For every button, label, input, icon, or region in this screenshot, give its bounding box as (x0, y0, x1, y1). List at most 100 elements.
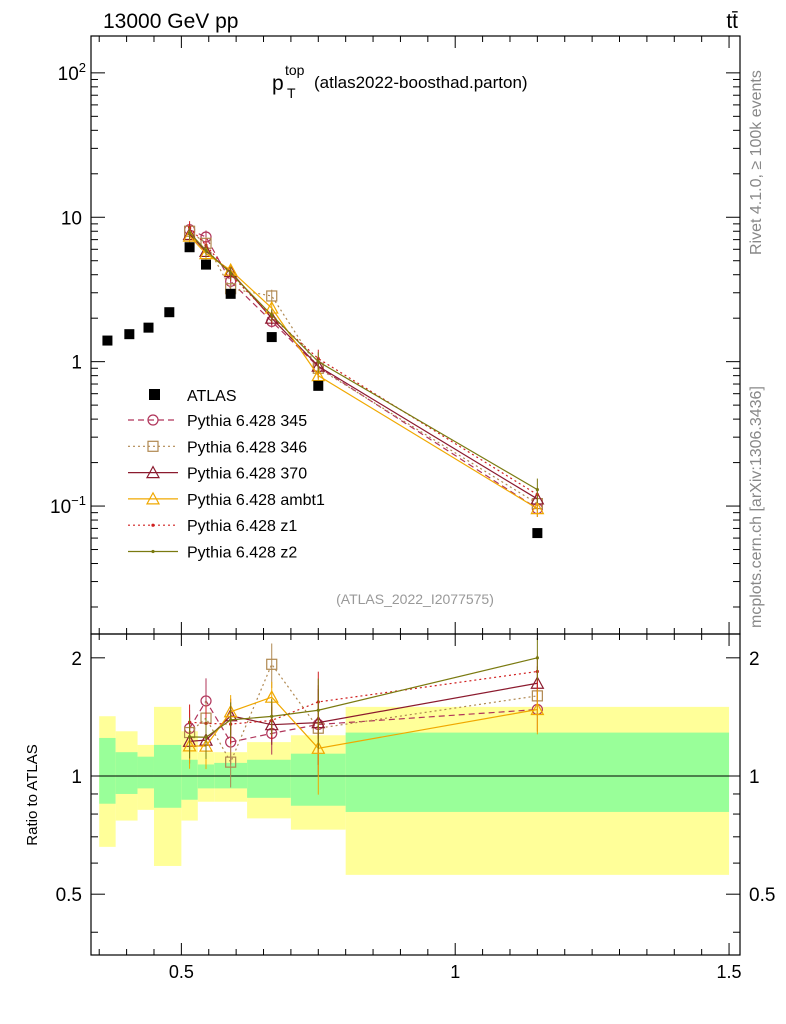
y-tick-base: 10 (58, 64, 79, 85)
y-tick-exp: −1 (71, 493, 86, 508)
title-main: p (272, 72, 284, 95)
ratio-point (270, 714, 274, 718)
band-inner (345, 732, 730, 812)
ratio-line (189, 657, 538, 738)
legend-label: Pythia 6.428 346 (187, 439, 307, 456)
data-point (204, 248, 208, 252)
header-right: tt̄ (726, 10, 738, 33)
data-point (229, 271, 233, 275)
ratio-point (535, 656, 539, 660)
svg-text:p: p (272, 72, 284, 95)
ratio-line (189, 663, 538, 764)
ratio-y-tick-label: 0.5 (56, 885, 82, 906)
legend-item-ATLAS: ATLAS (149, 388, 237, 405)
x-tick-label: 0.5 (169, 962, 194, 982)
x-tick-label: 1.5 (717, 962, 742, 982)
legend-marker (147, 414, 159, 426)
series-line (189, 235, 538, 510)
y-tick-base: 1 (71, 353, 82, 374)
reference-point (532, 528, 543, 539)
ratio-point (530, 702, 545, 716)
legend: ATLAS Pythia 6.428 345 Pythia 6.428 346 Pyt… (128, 388, 325, 562)
legend-marker (147, 440, 159, 452)
ratio-point (311, 741, 326, 754)
ratio-plot (182, 637, 545, 795)
ratio-y-tick-label: 2 (71, 649, 82, 670)
legend-label: Pythia 6.428 ambt1 (187, 492, 325, 509)
series-5 (187, 226, 539, 503)
reference-point (201, 259, 212, 270)
legend-label: Pythia 6.428 370 (187, 466, 307, 483)
ratio-y-tick-label: 1 (71, 767, 82, 788)
reference-points (102, 242, 543, 539)
series-line (189, 230, 538, 505)
legend-label: Pythia 6.428 z2 (187, 545, 297, 562)
svg-text:T: T (287, 85, 296, 101)
y-tick-exp: 2 (79, 60, 86, 75)
ratio-y-tick-label-right: 1 (749, 767, 760, 788)
reference-point (102, 335, 113, 346)
reference-point (184, 242, 195, 253)
band-inner (137, 756, 154, 789)
title-tag: (atlas2022-boosthad.parton) (314, 73, 528, 92)
main-plot (102, 221, 545, 539)
y-tick-label: 10 (61, 208, 82, 229)
data-point (311, 368, 326, 382)
ratio-bands (91, 706, 740, 875)
ratio-ylabel: Ratio to ATLAS (24, 744, 41, 845)
ratio-line (189, 670, 538, 725)
title-sup: top (285, 62, 305, 78)
data-point (535, 488, 539, 492)
series-line (189, 229, 538, 510)
y-tick-label: 1 (71, 353, 82, 374)
ratio-series-5 (187, 637, 539, 759)
ratio-y-tick-label-right: 2 (749, 649, 760, 670)
legend-label: Pythia 6.428 345 (187, 413, 307, 430)
ratio-point (204, 735, 208, 739)
header-left: 13000 GeV pp (103, 10, 238, 33)
y-tick-base: 10 (50, 497, 71, 518)
ratio-frame (90, 633, 741, 956)
legend-marker (145, 465, 161, 479)
legend-marker (151, 523, 155, 527)
plot-title: p top T (atlas2022-boosthad.parton) (272, 62, 528, 101)
data-point (316, 360, 320, 364)
series-line (189, 227, 538, 496)
legend-item-0: Pythia 6.428 345 (128, 413, 307, 430)
legend-item-3: Pythia 6.428 ambt1 (128, 491, 325, 509)
mcplots-label: mcplots.cern.ch [arXiv:1306.3436] (748, 386, 765, 628)
y-tick-label: 102 (58, 60, 86, 85)
x-tick-label: 1 (450, 962, 460, 982)
ratio-point (187, 735, 192, 739)
legend-item-2: Pythia 6.428 370 (128, 465, 307, 483)
svg-text:top: top (285, 62, 305, 78)
legend-item-5: Pythia 6.428 z2 (128, 545, 297, 562)
legend-item-4: Pythia 6.428 z1 (128, 518, 297, 535)
reference-point (313, 380, 324, 391)
svg-text:(atlas2022-boosthad.parton): (atlas2022-boosthad.parton) (314, 73, 528, 92)
y-tick-base: 10 (61, 208, 82, 229)
ratio-y-tick-label-right: 0.5 (749, 885, 775, 906)
reference-point (124, 329, 135, 340)
analysis-label: (ATLAS_2022_I2077575) (336, 591, 494, 607)
ratio-point (316, 708, 320, 712)
band-inner (247, 759, 291, 798)
data-point (530, 501, 545, 515)
legend-marker (149, 389, 160, 400)
ratio-point (229, 718, 233, 722)
ratio-point (225, 756, 237, 768)
ratio-point (266, 658, 278, 670)
title-sub: T (287, 85, 296, 101)
band-inner (99, 737, 116, 804)
legend-marker (151, 549, 155, 554)
legend-label: ATLAS (187, 388, 237, 405)
rivet-label: Rivet 4.1.0, ≥ 100k events (748, 70, 765, 255)
data-point (187, 231, 192, 235)
reference-point (225, 288, 236, 299)
reference-point (266, 332, 277, 343)
series-line (189, 232, 538, 491)
legend-marker (145, 491, 161, 505)
reference-point (164, 307, 175, 318)
